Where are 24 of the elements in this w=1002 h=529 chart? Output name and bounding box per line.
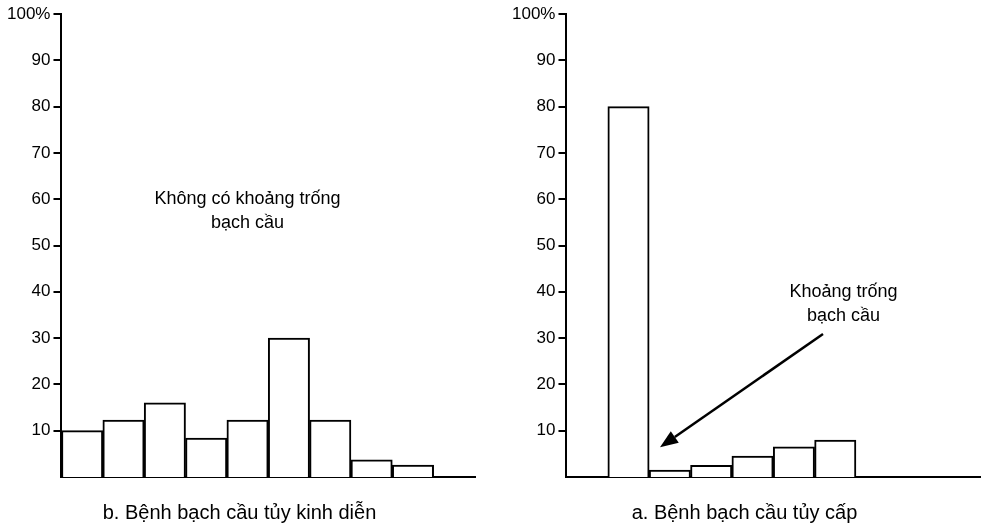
- y-tick-label: 90: [31, 49, 51, 69]
- y-tick-label: 20: [536, 374, 556, 394]
- y-tick-label: 30: [31, 327, 51, 347]
- y-tick-label: 50: [31, 235, 51, 255]
- y-tick-label: 10: [31, 420, 51, 440]
- y-tick-label: 90: [536, 49, 556, 69]
- y-tick-label: 40: [31, 281, 51, 301]
- y-tick-label: 80: [31, 96, 51, 116]
- annotation: Không có khoảng trống bạch cầu: [154, 188, 341, 233]
- text: a. Bệnh bạch cầu tủy cấp: [631, 500, 858, 523]
- annotation: Khoảng trống bạch cầu: [789, 280, 898, 325]
- y-tick-label: 70: [31, 142, 51, 162]
- y-tick-label: 40: [536, 281, 556, 301]
- text: b. Bệnh bạch cầu tủy kinh diễn: [102, 500, 377, 523]
- y-tick-label: 100%: [7, 3, 51, 23]
- y-tick-label: 30: [536, 327, 556, 347]
- y-tick-label: 10: [536, 420, 556, 440]
- y-tick-label: 50: [536, 235, 556, 255]
- y-tick-label: 70: [536, 142, 556, 162]
- y-tick-label: 60: [31, 188, 51, 208]
- y-tick-label: 60: [536, 188, 556, 208]
- y-tick-label: 100%: [512, 3, 556, 23]
- y-tick-label: 80: [536, 96, 556, 116]
- y-tick-label: 20: [31, 374, 51, 394]
